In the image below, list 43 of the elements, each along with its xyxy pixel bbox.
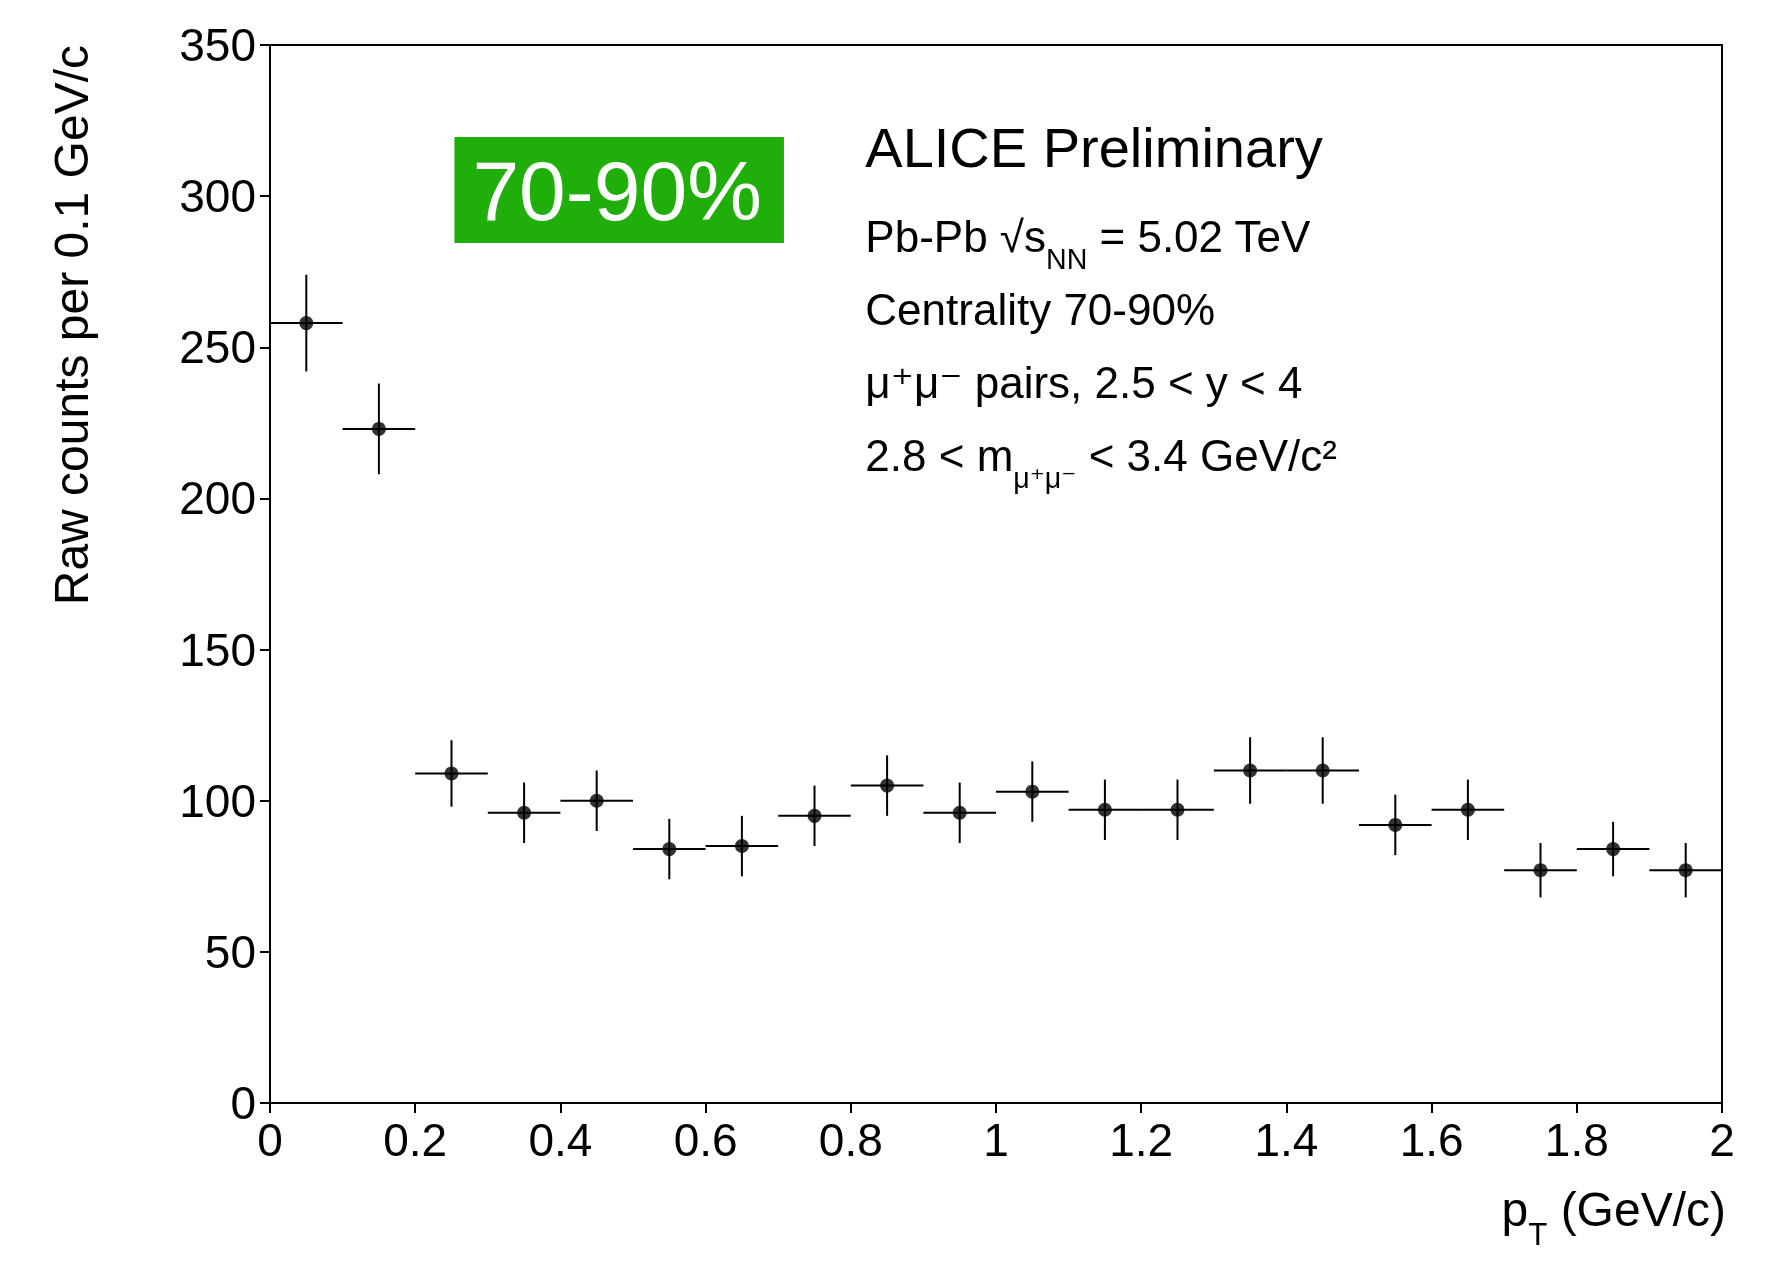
y-tick-label: 50 [204,925,256,978]
y-tick-label: 350 [179,19,256,71]
point [807,808,822,823]
point [1170,802,1185,817]
annotation: ALICE Preliminary [865,115,1323,179]
point [880,778,895,793]
point [1025,784,1040,799]
point [517,805,532,820]
y-tick-label: 300 [179,170,256,223]
x-tick-label: 1.8 [1544,1114,1609,1166]
y-tick-label: 150 [179,623,256,676]
point [734,839,749,854]
annotation: μ⁺μ⁻ pairs, 2.5 < y < 4 [865,357,1303,407]
y-tick-label: 200 [179,472,256,525]
point [1533,863,1548,878]
x-tick-label: 0.4 [528,1114,593,1166]
annotation: Centrality 70-90% [865,284,1216,334]
point [1243,763,1258,778]
x-tick-label: 0.6 [673,1114,738,1166]
x-tick-label: 2 [1709,1114,1735,1166]
point [299,316,314,331]
point [662,842,677,857]
point [1678,863,1693,878]
point [1388,817,1403,832]
point [444,766,459,781]
point [1097,802,1112,817]
y-axis-title: Raw counts per 0.1 GeV/c [44,45,98,606]
y-tick-label: 100 [179,774,256,827]
x-tick-label: 1 [983,1114,1009,1166]
point [1606,842,1621,857]
x-tick-label: 0.8 [818,1114,883,1166]
point [1315,763,1330,778]
point [589,793,604,808]
annotation: 70-90% [472,144,762,239]
x-tick-label: 0.2 [383,1114,448,1166]
y-tick-label: 250 [179,321,256,374]
y-tick-label: 0 [230,1077,256,1129]
point [1460,802,1475,817]
x-tick-label: 1.4 [1254,1114,1319,1166]
point [952,805,967,820]
x-tick-label: 1.2 [1109,1114,1174,1166]
x-tick-label: 1.6 [1399,1114,1464,1166]
point [371,421,386,436]
